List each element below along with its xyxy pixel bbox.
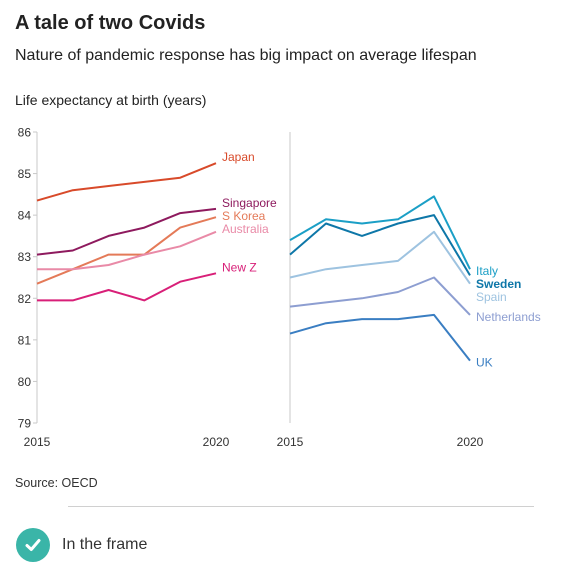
y-tick-label: 81 <box>18 333 32 347</box>
y-tick-label: 80 <box>18 375 32 389</box>
x-tick-label: 2020 <box>203 435 230 449</box>
series-label-new-z: New Z <box>222 260 257 274</box>
chart-subtitle: Nature of pandemic response has big impa… <box>15 47 477 64</box>
series-line-italy <box>289 195 471 270</box>
series-line-japan <box>36 162 217 202</box>
series-line-s-korea <box>36 216 217 285</box>
frame-label: In the frame <box>62 536 148 553</box>
in-the-frame-link[interactable]: In the frame <box>16 528 147 562</box>
y-tick-label: 85 <box>18 167 32 181</box>
chart-title: A tale of two Covids <box>15 12 206 34</box>
line-chart: 79 80 81 82 83 84 85 86 2015 2020 Japan SingaporeS … <box>18 126 541 450</box>
series-label-netherlands: Netherlands <box>476 310 541 324</box>
series-label-uk: UK <box>476 356 493 370</box>
check-icon <box>16 528 50 562</box>
y-tick-label: 83 <box>18 250 32 264</box>
series-line-new-z <box>37 272 217 302</box>
y-tick-label: 79 <box>18 417 32 431</box>
series-label-italy: Italy <box>476 264 498 278</box>
series-line-australia <box>37 230 217 271</box>
y-tick-label: 84 <box>18 209 32 223</box>
series-label-sweden: Sweden <box>476 277 521 291</box>
x-tick-label: 2020 <box>457 435 484 449</box>
series-line-uk <box>289 313 471 362</box>
y-axis-label: Life expectancy at birth (years) <box>15 92 207 108</box>
series-line-netherlands <box>289 276 471 316</box>
series-line-sweden <box>289 214 471 276</box>
x-tick-label: 2015 <box>277 435 304 449</box>
source-note: Source: OECD <box>15 476 98 490</box>
y-tick-label: 86 <box>18 126 32 140</box>
divider <box>68 506 534 507</box>
series-line-singapore <box>36 207 217 256</box>
series-label-japan: Japan <box>222 150 255 164</box>
series-label-australia: Australia <box>222 222 269 236</box>
y-tick-label: 82 <box>18 292 32 306</box>
x-tick-label: 2015 <box>24 435 51 449</box>
series-label-spain: Spain <box>476 290 507 304</box>
series-label-singapore: Singapore <box>222 196 277 210</box>
series-label-s-korea: S Korea <box>222 209 266 223</box>
series-line-spain <box>289 230 471 285</box>
